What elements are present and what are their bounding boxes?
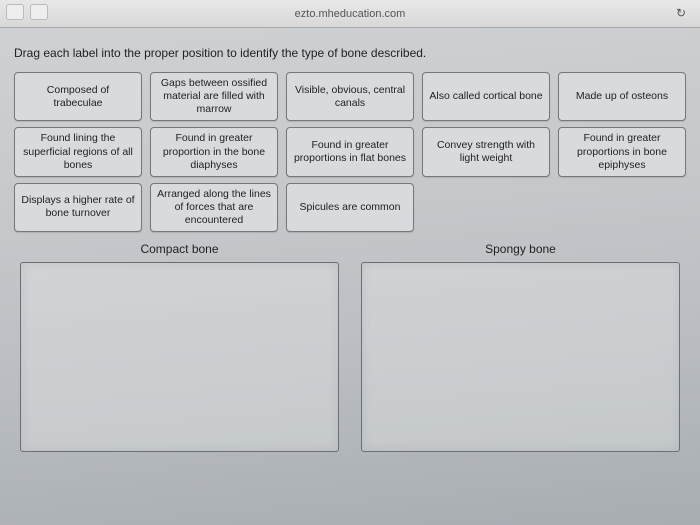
- label-card[interactable]: Arranged along the lines of forces that …: [150, 183, 278, 232]
- label-row: Displays a higher rate of bone turnover …: [14, 183, 686, 232]
- label-card[interactable]: Displays a higher rate of bone turnover: [14, 183, 142, 232]
- dropzone-compact[interactable]: [20, 262, 339, 452]
- label-card[interactable]: Convey strength with light weight: [422, 127, 550, 176]
- label-card[interactable]: Found in greater proportion in the bone …: [150, 127, 278, 176]
- label-card[interactable]: Spicules are common: [286, 183, 414, 232]
- label-row: Composed of trabeculae Gaps between ossi…: [14, 72, 686, 121]
- dropzone-spongy[interactable]: [361, 262, 680, 452]
- forward-button[interactable]: [30, 4, 48, 20]
- label-card[interactable]: Found lining the superficial regions of …: [14, 127, 142, 176]
- label-card[interactable]: Found in greater proportions in bone epi…: [558, 127, 686, 176]
- url-text: ezto.mheducation.com: [295, 8, 406, 20]
- browser-address-bar: ezto.mheducation.com ↻: [0, 0, 700, 28]
- label-card[interactable]: Made up of osteons: [558, 72, 686, 121]
- label-card[interactable]: Also called cortical bone: [422, 72, 550, 121]
- page-content: Drag each label into the proper position…: [0, 28, 700, 462]
- draggable-labels: Composed of trabeculae Gaps between ossi…: [14, 72, 686, 232]
- label-card[interactable]: Found in greater proportions in flat bon…: [286, 127, 414, 176]
- label-row: Found lining the superficial regions of …: [14, 127, 686, 176]
- zone-title-spongy: Spongy bone: [485, 242, 556, 256]
- nav-buttons: [6, 4, 48, 20]
- zone-compact: Compact bone: [20, 242, 339, 452]
- drop-zones: Compact bone Spongy bone: [14, 242, 686, 452]
- instruction-text: Drag each label into the proper position…: [14, 46, 686, 60]
- label-card[interactable]: Gaps between ossified material are fille…: [150, 72, 278, 121]
- label-card[interactable]: Composed of trabeculae: [14, 72, 142, 121]
- zone-spongy: Spongy bone: [361, 242, 680, 452]
- reload-icon[interactable]: ↻: [676, 6, 686, 20]
- label-card[interactable]: Visible, obvious, central canals: [286, 72, 414, 121]
- back-button[interactable]: [6, 4, 24, 20]
- zone-title-compact: Compact bone: [140, 242, 218, 256]
